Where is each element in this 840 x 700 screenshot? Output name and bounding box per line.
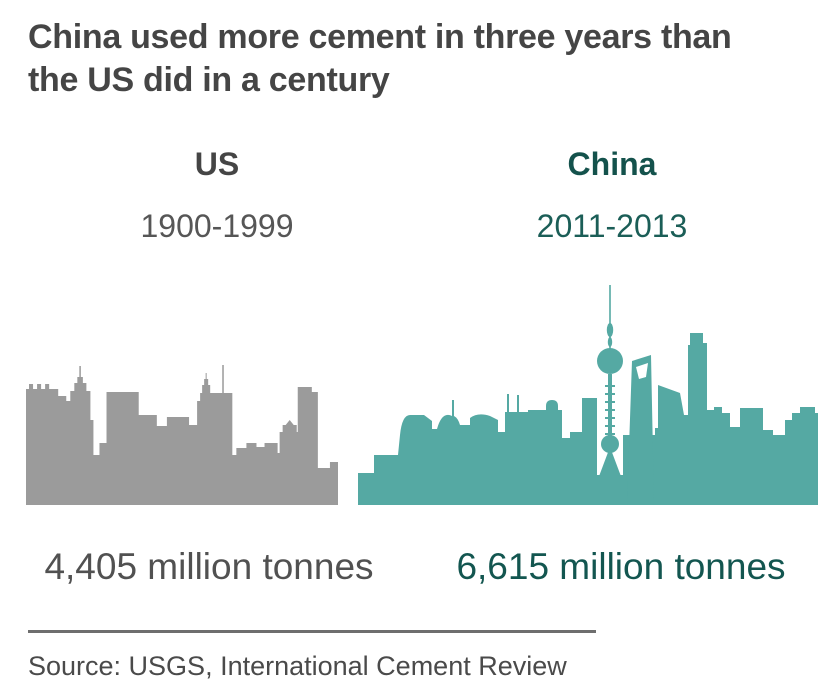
- source-divider-line: [28, 630, 596, 633]
- shanghai-skyline-icon: [358, 285, 818, 505]
- title-line-2: the US did in a century: [28, 61, 390, 99]
- china-value-label: 6,615 million tonnes: [456, 546, 786, 587]
- us-column-period: 1900-1999: [140, 208, 294, 244]
- us-column-label: US: [194, 146, 240, 182]
- page-title: China used more cement in three years th…: [28, 16, 732, 102]
- world-financial-center-icon: [627, 355, 654, 505]
- china-column-label: China: [567, 146, 657, 182]
- oriental-pearl-tower-icon: [597, 285, 623, 479]
- title-line-1: China used more cement in three years th…: [28, 18, 732, 56]
- us-value-label: 4,405 million tonnes: [44, 546, 374, 587]
- new-york-skyline-icon: [26, 365, 338, 505]
- source-credit: Source: USGS, International Cement Revie…: [28, 651, 567, 681]
- china-column-period: 2011-2013: [536, 208, 688, 244]
